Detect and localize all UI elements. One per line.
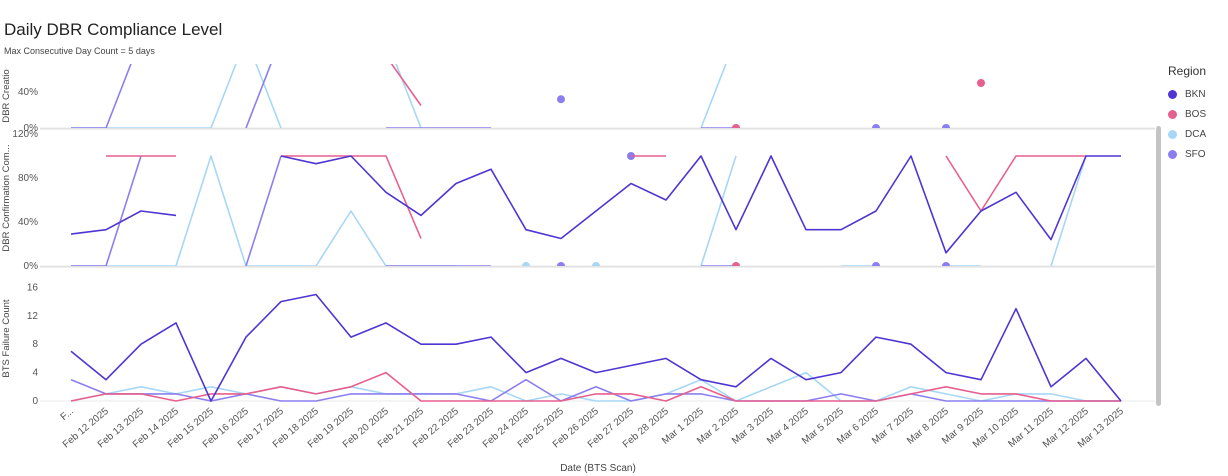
data-point-dca — [592, 262, 600, 266]
x-axis-label: Date (BTS Scan) — [560, 463, 636, 474]
data-point-bos — [732, 262, 740, 266]
legend-item-bos[interactable]: BOS — [1168, 104, 1226, 124]
y-tick-label: 0% — [24, 261, 39, 272]
legend-item-sfo[interactable]: SFO — [1168, 144, 1226, 164]
chart-title: Daily DBR Compliance Level — [4, 20, 223, 39]
data-point-sfo — [942, 262, 950, 266]
legend-swatch-bkn — [1168, 89, 1177, 99]
legend-swatch-sfo — [1168, 149, 1177, 159]
series-line-dca — [700, 64, 727, 128]
data-point-sfo — [557, 262, 565, 266]
y-tick-label: 4 — [32, 368, 38, 379]
series-line-dca — [1050, 155, 1087, 266]
y-tick-label: 0 — [32, 396, 38, 407]
legend: Region BKN BOS DCA SFO — [1168, 64, 1226, 164]
legend-label-dca: DCA — [1185, 128, 1207, 140]
series-line-bkn — [280, 155, 1121, 254]
series-line-sfo — [245, 155, 282, 266]
legend-item-dca[interactable]: DCA — [1168, 124, 1226, 144]
vertical-scrollbar[interactable] — [1156, 126, 1161, 406]
legend-swatch-dca — [1168, 129, 1177, 139]
legend-label-sfo: SFO — [1185, 148, 1206, 160]
x-tick-label: F... — [59, 406, 76, 423]
data-point-sfo — [557, 95, 565, 104]
series-line-bkn — [70, 210, 177, 235]
series-line-bkn — [70, 293, 1122, 402]
y-tick-label: 12 — [27, 311, 39, 322]
panel-series-group — [70, 293, 1122, 402]
legend-label-bkn: BKN — [1185, 88, 1206, 100]
y-axis-label: DBR Creatio — [1, 69, 12, 122]
series-line-bos — [390, 64, 422, 106]
data-point-bos — [977, 79, 985, 87]
y-tick-label: 80% — [18, 173, 38, 184]
series-line-sfo — [71, 155, 142, 266]
series-line-dca — [71, 64, 282, 128]
data-point-sfo — [872, 124, 880, 128]
y-tick-label: 0% — [24, 123, 39, 134]
series-line-dca — [700, 155, 737, 266]
y-tick-label: 120% — [12, 129, 38, 140]
panel-series-group — [70, 152, 1121, 266]
panel-series-group — [71, 64, 985, 128]
data-point-sfo — [942, 124, 950, 128]
chart-subtitle: Max Consecutive Day Count = 5 days — [4, 46, 155, 56]
y-tick-label: 16 — [27, 282, 39, 293]
chart-canvas: 0% 40% DBR Creatio 0% 40% 80% 120%DBR Confirma… — [1, 64, 1155, 474]
series-line-bos — [70, 371, 1121, 402]
data-point-dca — [522, 262, 530, 266]
y-axis-label: DBR Confirmation Com... — [1, 144, 12, 251]
series-line-dca — [395, 64, 422, 128]
legend-title: Region — [1168, 64, 1207, 78]
y-tick-label: 40% — [18, 217, 38, 228]
series-line-sfo — [245, 64, 272, 128]
y-tick-label: 40% — [18, 87, 38, 98]
y-tick-label: 8 — [32, 339, 38, 350]
legend-label-bos: BOS — [1185, 108, 1207, 120]
y-axis-label: BTS Failure Count — [1, 299, 12, 378]
series-line-bos — [945, 155, 1086, 212]
data-point-bos — [732, 124, 740, 128]
legend-swatch-bos — [1168, 109, 1177, 119]
series-line-sfo — [71, 64, 132, 128]
series-line-bos — [281, 155, 422, 239]
data-point-sfo — [872, 262, 880, 266]
legend-item-bkn[interactable]: BKN — [1168, 84, 1226, 104]
